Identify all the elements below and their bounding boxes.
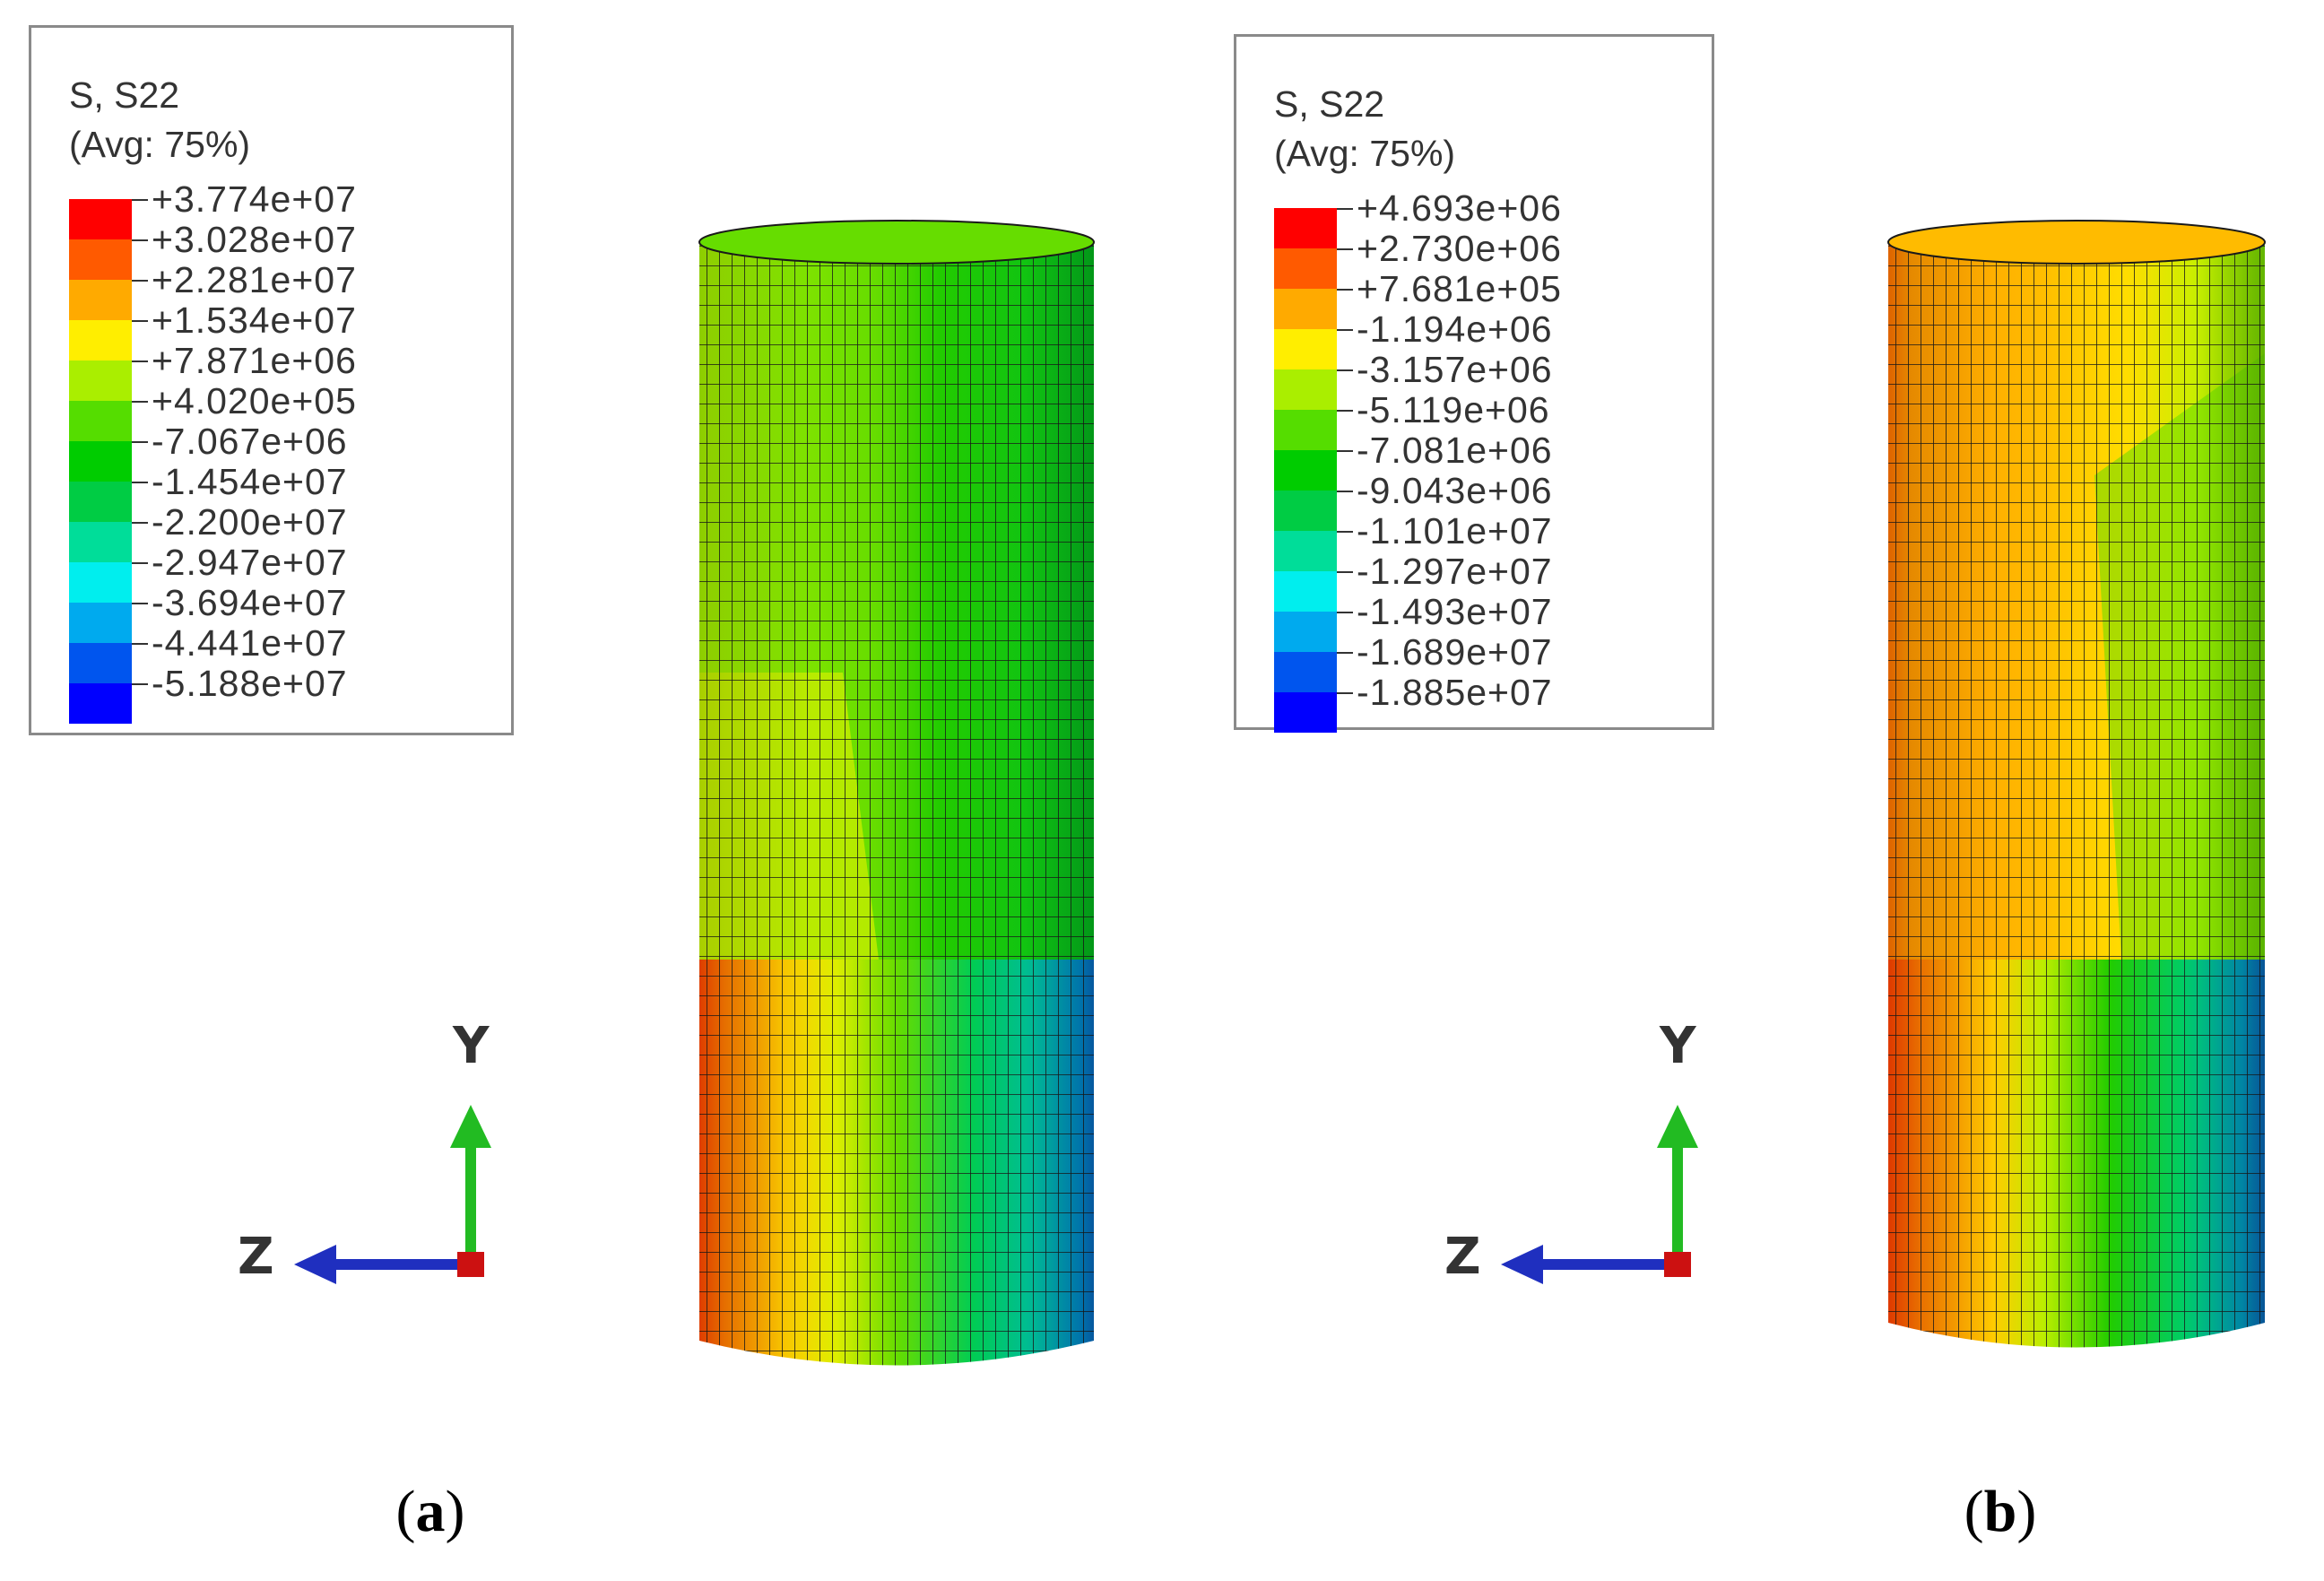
panel-caption: (a) <box>395 1479 465 1544</box>
scale-value-label: -7.067e+06 <box>152 421 348 462</box>
scale-tick <box>1337 450 1353 452</box>
color-band <box>69 239 132 280</box>
triad-z-label: Z <box>1444 1228 1481 1286</box>
color-band <box>1274 369 1337 410</box>
legend-subtitle: (Avg: 75%) <box>1274 133 1456 174</box>
contour-legend: S, S22 (Avg: 75%) +4.693e+06 +2.730e+06 +7… <box>1234 34 1714 733</box>
scale-value-label: +7.681e+05 <box>1357 268 1562 309</box>
scale-tick <box>1337 692 1353 694</box>
panel-label: b <box>1983 1479 2017 1544</box>
coordinate-triad: Y Z <box>1444 1017 1698 1286</box>
scale-value-label: -7.081e+06 <box>1357 430 1553 471</box>
legend-title: S, S22 <box>69 74 180 116</box>
scale-value-label: -1.297e+07 <box>1357 551 1553 592</box>
triad-y-label: Y <box>1659 1017 1697 1075</box>
panel-caption: (b) <box>1964 1479 2037 1544</box>
scale-tick <box>132 603 148 604</box>
scale-value-label: -1.454e+07 <box>152 461 348 502</box>
scale-value-label: -1.194e+06 <box>1357 308 1553 350</box>
legend-subtitle: (Avg: 75%) <box>69 124 251 165</box>
color-band <box>69 683 132 724</box>
stress-contour-cylinder <box>698 220 1095 1366</box>
scale-tick <box>1337 491 1353 492</box>
scale-tick <box>132 361 148 362</box>
contour-legend: S, S22 (Avg: 75%) +3.774e+07 +3.028e+07 +2… <box>29 25 514 735</box>
scale-value-label: +4.020e+05 <box>152 380 357 421</box>
legend-title: S, S22 <box>1274 83 1385 125</box>
scale-tick <box>132 441 148 443</box>
scale-value-label: -9.043e+06 <box>1357 470 1553 511</box>
scale-tick <box>132 562 148 564</box>
color-band <box>1274 692 1337 733</box>
stress-contour-cylinder <box>1887 220 2266 1348</box>
figure-panel-a: S, S22 (Avg: 75%) +3.774e+07 +3.028e+07 +2… <box>29 25 1095 1544</box>
color-band <box>1274 491 1337 531</box>
scale-tick <box>1337 652 1353 654</box>
scale-value-label: +3.028e+07 <box>152 219 357 260</box>
color-band <box>69 280 132 320</box>
triad-z-label: Z <box>238 1228 274 1286</box>
scale-tick <box>132 320 148 322</box>
color-band <box>69 401 132 441</box>
panel-label: a <box>415 1479 446 1544</box>
color-band <box>1274 652 1337 692</box>
color-band <box>1274 248 1337 289</box>
scale-tick <box>1337 369 1353 371</box>
color-band <box>69 361 132 401</box>
scale-tick <box>132 522 148 524</box>
scale-tick <box>132 482 148 483</box>
scale-value-label: -1.885e+07 <box>1357 672 1553 713</box>
scale-tick <box>1337 531 1353 533</box>
color-band <box>1274 410 1337 450</box>
scale-tick <box>132 199 148 201</box>
color-band <box>69 199 132 239</box>
scale-value-label: -3.694e+07 <box>152 582 348 623</box>
coordinate-triad: Y Z <box>238 1017 491 1286</box>
scale-value-label: -5.188e+07 <box>152 663 348 704</box>
scale-tick <box>1337 410 1353 412</box>
color-band <box>1274 571 1337 612</box>
scale-tick <box>1337 208 1353 210</box>
scale-value-label: -3.157e+06 <box>1357 349 1553 390</box>
scale-value-label: -2.200e+07 <box>152 501 348 543</box>
color-band <box>1274 450 1337 491</box>
scale-value-label: -5.119e+06 <box>1357 389 1550 430</box>
scale-tick <box>132 239 148 241</box>
scale-tick <box>1337 248 1353 250</box>
color-band <box>69 441 132 482</box>
scale-value-label: +2.730e+06 <box>1357 228 1562 269</box>
color-band <box>69 643 132 683</box>
scale-value-label: -4.441e+07 <box>152 622 348 664</box>
scale-tick <box>132 643 148 645</box>
scale-tick <box>1337 612 1353 613</box>
triad-y-label: Y <box>452 1017 490 1075</box>
figure-panel-b: S, S22 (Avg: 75%) +4.693e+06 +2.730e+06 +7… <box>1162 0 2324 1581</box>
scale-value-label: -2.947e+07 <box>152 542 348 583</box>
color-band <box>1274 531 1337 571</box>
scale-value-label: +2.281e+07 <box>152 259 357 300</box>
scale-value-label: -1.101e+07 <box>1357 510 1553 552</box>
scale-tick <box>132 683 148 685</box>
color-band <box>1274 208 1337 248</box>
scale-value-label: +3.774e+07 <box>152 178 357 220</box>
color-band <box>69 482 132 522</box>
color-band <box>69 320 132 361</box>
color-band <box>69 562 132 603</box>
color-band <box>69 603 132 643</box>
color-band <box>1274 289 1337 329</box>
scale-value-label: +7.871e+06 <box>152 340 357 381</box>
scale-value-label: +4.693e+06 <box>1357 187 1562 229</box>
scale-tick <box>132 401 148 403</box>
color-band <box>1274 612 1337 652</box>
scale-tick <box>1337 571 1353 573</box>
scale-value-label: -1.493e+07 <box>1357 591 1553 632</box>
scale-value-label: -1.689e+07 <box>1357 631 1553 673</box>
scale-value-label: +1.534e+07 <box>152 300 357 341</box>
scale-tick <box>1337 329 1353 331</box>
scale-tick <box>1337 289 1353 291</box>
color-band <box>69 522 132 562</box>
scale-tick <box>132 280 148 282</box>
color-band <box>1274 329 1337 369</box>
